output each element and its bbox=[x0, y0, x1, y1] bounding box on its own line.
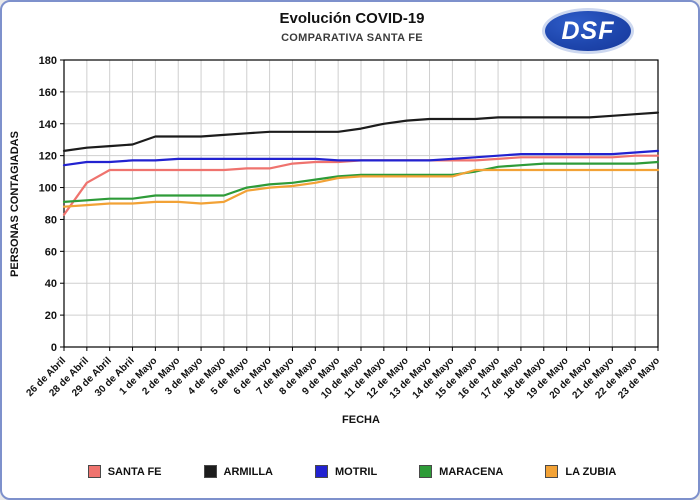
y-tick-label: 60 bbox=[45, 246, 57, 258]
chart-legend: SANTA FE ARMILLA MOTRIL MARACENA LA ZUBIA bbox=[2, 465, 698, 478]
chart-title: Evolución COVID-19 bbox=[279, 10, 425, 27]
series-line-armilla bbox=[62, 111, 660, 153]
plot-border bbox=[63, 59, 659, 348]
legend-swatch bbox=[419, 465, 433, 478]
legend-swatch bbox=[315, 465, 328, 478]
legend-swatch bbox=[203, 465, 217, 478]
legend-label: MARACENA bbox=[439, 465, 504, 478]
y-tick-label: 80 bbox=[45, 214, 57, 226]
dsf-logo-text: DSF bbox=[561, 16, 615, 45]
legend-label: ARMILLA bbox=[223, 465, 274, 478]
y-tick-label: 0 bbox=[51, 342, 57, 354]
y-tick-label: 180 bbox=[39, 55, 57, 67]
y-tick-label: 120 bbox=[39, 151, 57, 163]
legend-item-motril: MOTRIL bbox=[315, 465, 377, 478]
legend-label: SANTA FE bbox=[107, 465, 162, 478]
y-tick-label: 100 bbox=[39, 183, 57, 195]
legend-item-maracena: MARACENA bbox=[419, 465, 503, 478]
chart-subtitle: COMPARATIVA SANTA FE bbox=[281, 32, 423, 44]
legend-swatch bbox=[545, 465, 559, 478]
y-tick-label: 20 bbox=[45, 310, 57, 322]
legend-swatch bbox=[87, 465, 101, 478]
legend-label: MOTRIL bbox=[335, 465, 378, 478]
legend-item-la-zubia: LA ZUBIA bbox=[545, 465, 616, 478]
series-line-la-zubia bbox=[62, 168, 660, 208]
x-axis-title: FECHA bbox=[342, 414, 380, 426]
legend-label: LA ZUBIA bbox=[565, 465, 617, 478]
y-tick-label: 140 bbox=[39, 119, 57, 131]
series-line-motril bbox=[62, 149, 660, 167]
legend-item-santa-fe: SANTA FE bbox=[87, 465, 162, 478]
series-line-maracena bbox=[62, 160, 660, 203]
legend-item-armilla: ARMILLA bbox=[203, 465, 274, 478]
y-tick-label: 160 bbox=[39, 87, 57, 99]
dsf-logo: DSF bbox=[542, 8, 634, 54]
y-tick-label: 40 bbox=[45, 278, 57, 290]
